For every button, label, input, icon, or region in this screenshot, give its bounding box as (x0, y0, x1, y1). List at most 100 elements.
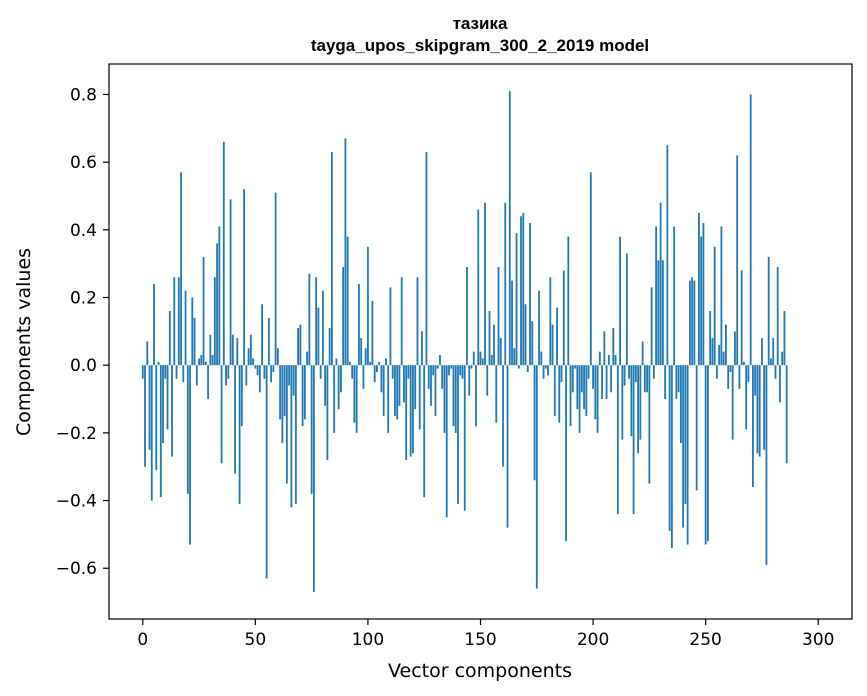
bar (209, 334, 212, 366)
bar (385, 358, 387, 366)
bar (657, 260, 660, 366)
bar (463, 365, 466, 511)
bar (747, 365, 750, 383)
bar (193, 317, 196, 366)
bar (479, 351, 482, 366)
bar (265, 365, 268, 579)
bar (603, 331, 606, 366)
bar (688, 280, 691, 366)
bar (565, 365, 567, 542)
bar (772, 338, 775, 366)
bar (785, 365, 788, 464)
bar (409, 365, 412, 457)
bar (376, 365, 378, 372)
bar (691, 277, 694, 366)
bar (578, 365, 581, 433)
bar (281, 365, 284, 444)
bar (358, 283, 360, 366)
bar (567, 236, 570, 366)
bar (540, 351, 543, 366)
bar (583, 365, 585, 410)
bar (324, 365, 327, 406)
bar (299, 324, 302, 366)
bar (315, 277, 318, 366)
bar (684, 365, 687, 504)
bar (213, 277, 216, 366)
bar (513, 348, 516, 366)
bar (148, 365, 151, 450)
bar (452, 365, 455, 427)
bar (754, 365, 757, 396)
bar (229, 199, 232, 366)
bar (508, 91, 511, 366)
bar (400, 277, 403, 366)
bar (335, 358, 338, 366)
bar (427, 365, 430, 389)
bar (382, 365, 385, 416)
bar (661, 260, 664, 366)
bar (625, 253, 628, 366)
bar (551, 324, 554, 366)
bar (405, 365, 408, 460)
bar (267, 317, 270, 366)
bar (666, 145, 669, 366)
bar (650, 287, 653, 366)
bar (493, 324, 495, 366)
bar (522, 212, 525, 366)
bar (560, 365, 563, 383)
bar (294, 365, 297, 504)
bar (718, 344, 721, 366)
bar (454, 365, 457, 433)
y-axis-label: Components values (13, 248, 35, 436)
bar (256, 365, 259, 376)
bar (450, 365, 453, 369)
bar (544, 365, 547, 369)
bar (349, 361, 351, 366)
bar (168, 311, 171, 366)
bar (466, 267, 468, 366)
bar (486, 365, 489, 396)
bar (630, 365, 633, 437)
bar (175, 365, 178, 379)
bar (695, 365, 698, 491)
bar (707, 365, 709, 542)
x-tick-label: 200 (577, 630, 609, 650)
bar (758, 365, 761, 457)
bar (637, 365, 640, 454)
bar (414, 365, 417, 410)
bar (659, 202, 662, 366)
bar (526, 365, 529, 372)
bar (686, 365, 689, 545)
bar (333, 365, 336, 433)
bar (387, 365, 390, 433)
bar (367, 246, 369, 366)
bar (734, 331, 736, 366)
bar (326, 365, 329, 460)
plot-frame (108, 63, 853, 620)
bar (477, 209, 480, 366)
bar (776, 267, 779, 366)
bar (412, 365, 414, 454)
bar (475, 365, 477, 427)
bar (272, 365, 275, 372)
bar (745, 365, 748, 430)
bar (389, 287, 392, 366)
bar (673, 226, 676, 366)
bar (470, 365, 473, 369)
bar (693, 280, 696, 366)
y-tick-label: 0.6 (70, 153, 97, 173)
bar (303, 365, 306, 420)
bar (369, 361, 372, 366)
bar (731, 365, 734, 440)
bar (607, 355, 610, 366)
bar (317, 307, 320, 366)
bar (765, 365, 768, 565)
bar (234, 365, 236, 474)
bar (623, 365, 626, 386)
bar (186, 365, 189, 494)
bar (443, 365, 446, 433)
bar (353, 365, 356, 423)
bar (461, 365, 464, 379)
bar (682, 365, 685, 528)
bar (331, 151, 333, 366)
